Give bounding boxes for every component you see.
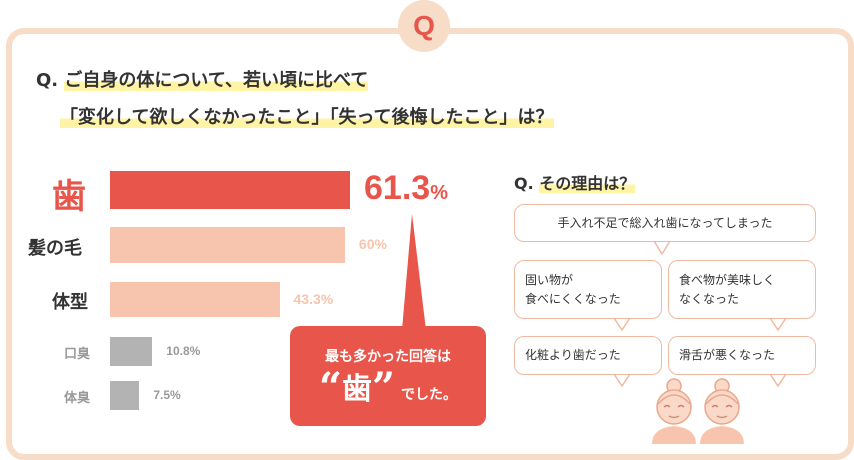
callout-open-quote: “ xyxy=(318,364,342,411)
elderly-figures-illustration xyxy=(652,378,744,444)
question-prefix: Q. xyxy=(36,70,59,91)
callout-line-2: “歯” でした。 xyxy=(290,368,486,412)
bar xyxy=(110,227,345,263)
bar xyxy=(110,282,280,317)
reason-text: 手入れ不足で総入れ歯になってしまった xyxy=(557,215,773,230)
reason-bubble: 化粧より歯だった xyxy=(514,336,662,375)
question-line-2: 「変化して欲しくなかったこと」「失って後悔したこと」は？ xyxy=(60,103,554,129)
bar xyxy=(110,337,153,366)
bubble-tail-4 xyxy=(613,373,631,387)
category-label: 体臭 xyxy=(64,391,91,407)
reason-text: 滑舌が悪くなった xyxy=(679,348,776,362)
reasons-title-text: その理由は？ xyxy=(539,174,636,193)
category-label: 歯 xyxy=(52,176,86,217)
reason-bubble: 手入れ不足で総入れ歯になってしまった xyxy=(514,204,816,242)
q-badge-label: Q xyxy=(413,10,435,41)
question-text-1: ご自身の体について、若い頃に比べて xyxy=(64,70,369,91)
reason-bubble: 固い物が 食べにくくなった xyxy=(514,260,662,319)
callout-box: 最も多かった回答は “歯” でした。 xyxy=(290,326,486,426)
category-label: 体型 xyxy=(52,292,88,314)
bubble-tail-1 xyxy=(653,240,671,255)
bar xyxy=(110,171,350,209)
q-badge: Q xyxy=(398,0,450,52)
category-label: 口臭 xyxy=(64,347,91,363)
bar xyxy=(110,381,140,410)
value-unit: % xyxy=(430,181,448,204)
reason-text: 食べ物が美味しく なくなった xyxy=(679,272,776,306)
category-label: 髪の毛 xyxy=(28,237,82,259)
callout-line-1: 最も多かった回答は xyxy=(325,349,451,365)
callout-close-quote: ” xyxy=(372,364,396,411)
reason-text: 固い物が 食べにくくなった xyxy=(525,272,621,306)
question-line-1: Q. ご自身の体について、若い頃に比べて xyxy=(36,66,369,92)
bubble-tail-5 xyxy=(769,373,787,387)
value-number: 61.3 xyxy=(364,168,431,207)
callout-highlight: 歯 xyxy=(342,372,372,407)
reasons-title: Q. その理由は？ xyxy=(514,170,636,194)
reasons-title-prefix: Q. xyxy=(514,174,534,193)
value-label: 61.3% xyxy=(364,169,448,208)
value-label: 43.3% xyxy=(293,290,334,307)
reason-bubble: 食べ物が美味しく なくなった xyxy=(668,260,816,319)
bubble-tail-2 xyxy=(613,317,631,331)
callout-suffix: でした。 xyxy=(401,387,458,403)
value-label: 7.5% xyxy=(153,388,181,403)
elderly-figure-icon xyxy=(652,378,696,444)
value-label: 60% xyxy=(358,236,387,253)
elderly-figure-icon xyxy=(700,378,744,444)
question-text-2: 「変化して欲しくなかったこと」「失って後悔したこと」は？ xyxy=(60,107,554,128)
value-label: 10.8% xyxy=(166,344,201,359)
callout-pointer-shape xyxy=(402,214,426,330)
reason-bubble: 滑舌が悪くなった xyxy=(668,336,816,375)
bubble-tail-3 xyxy=(769,317,787,331)
reason-text: 化粧より歯だった xyxy=(525,348,621,362)
